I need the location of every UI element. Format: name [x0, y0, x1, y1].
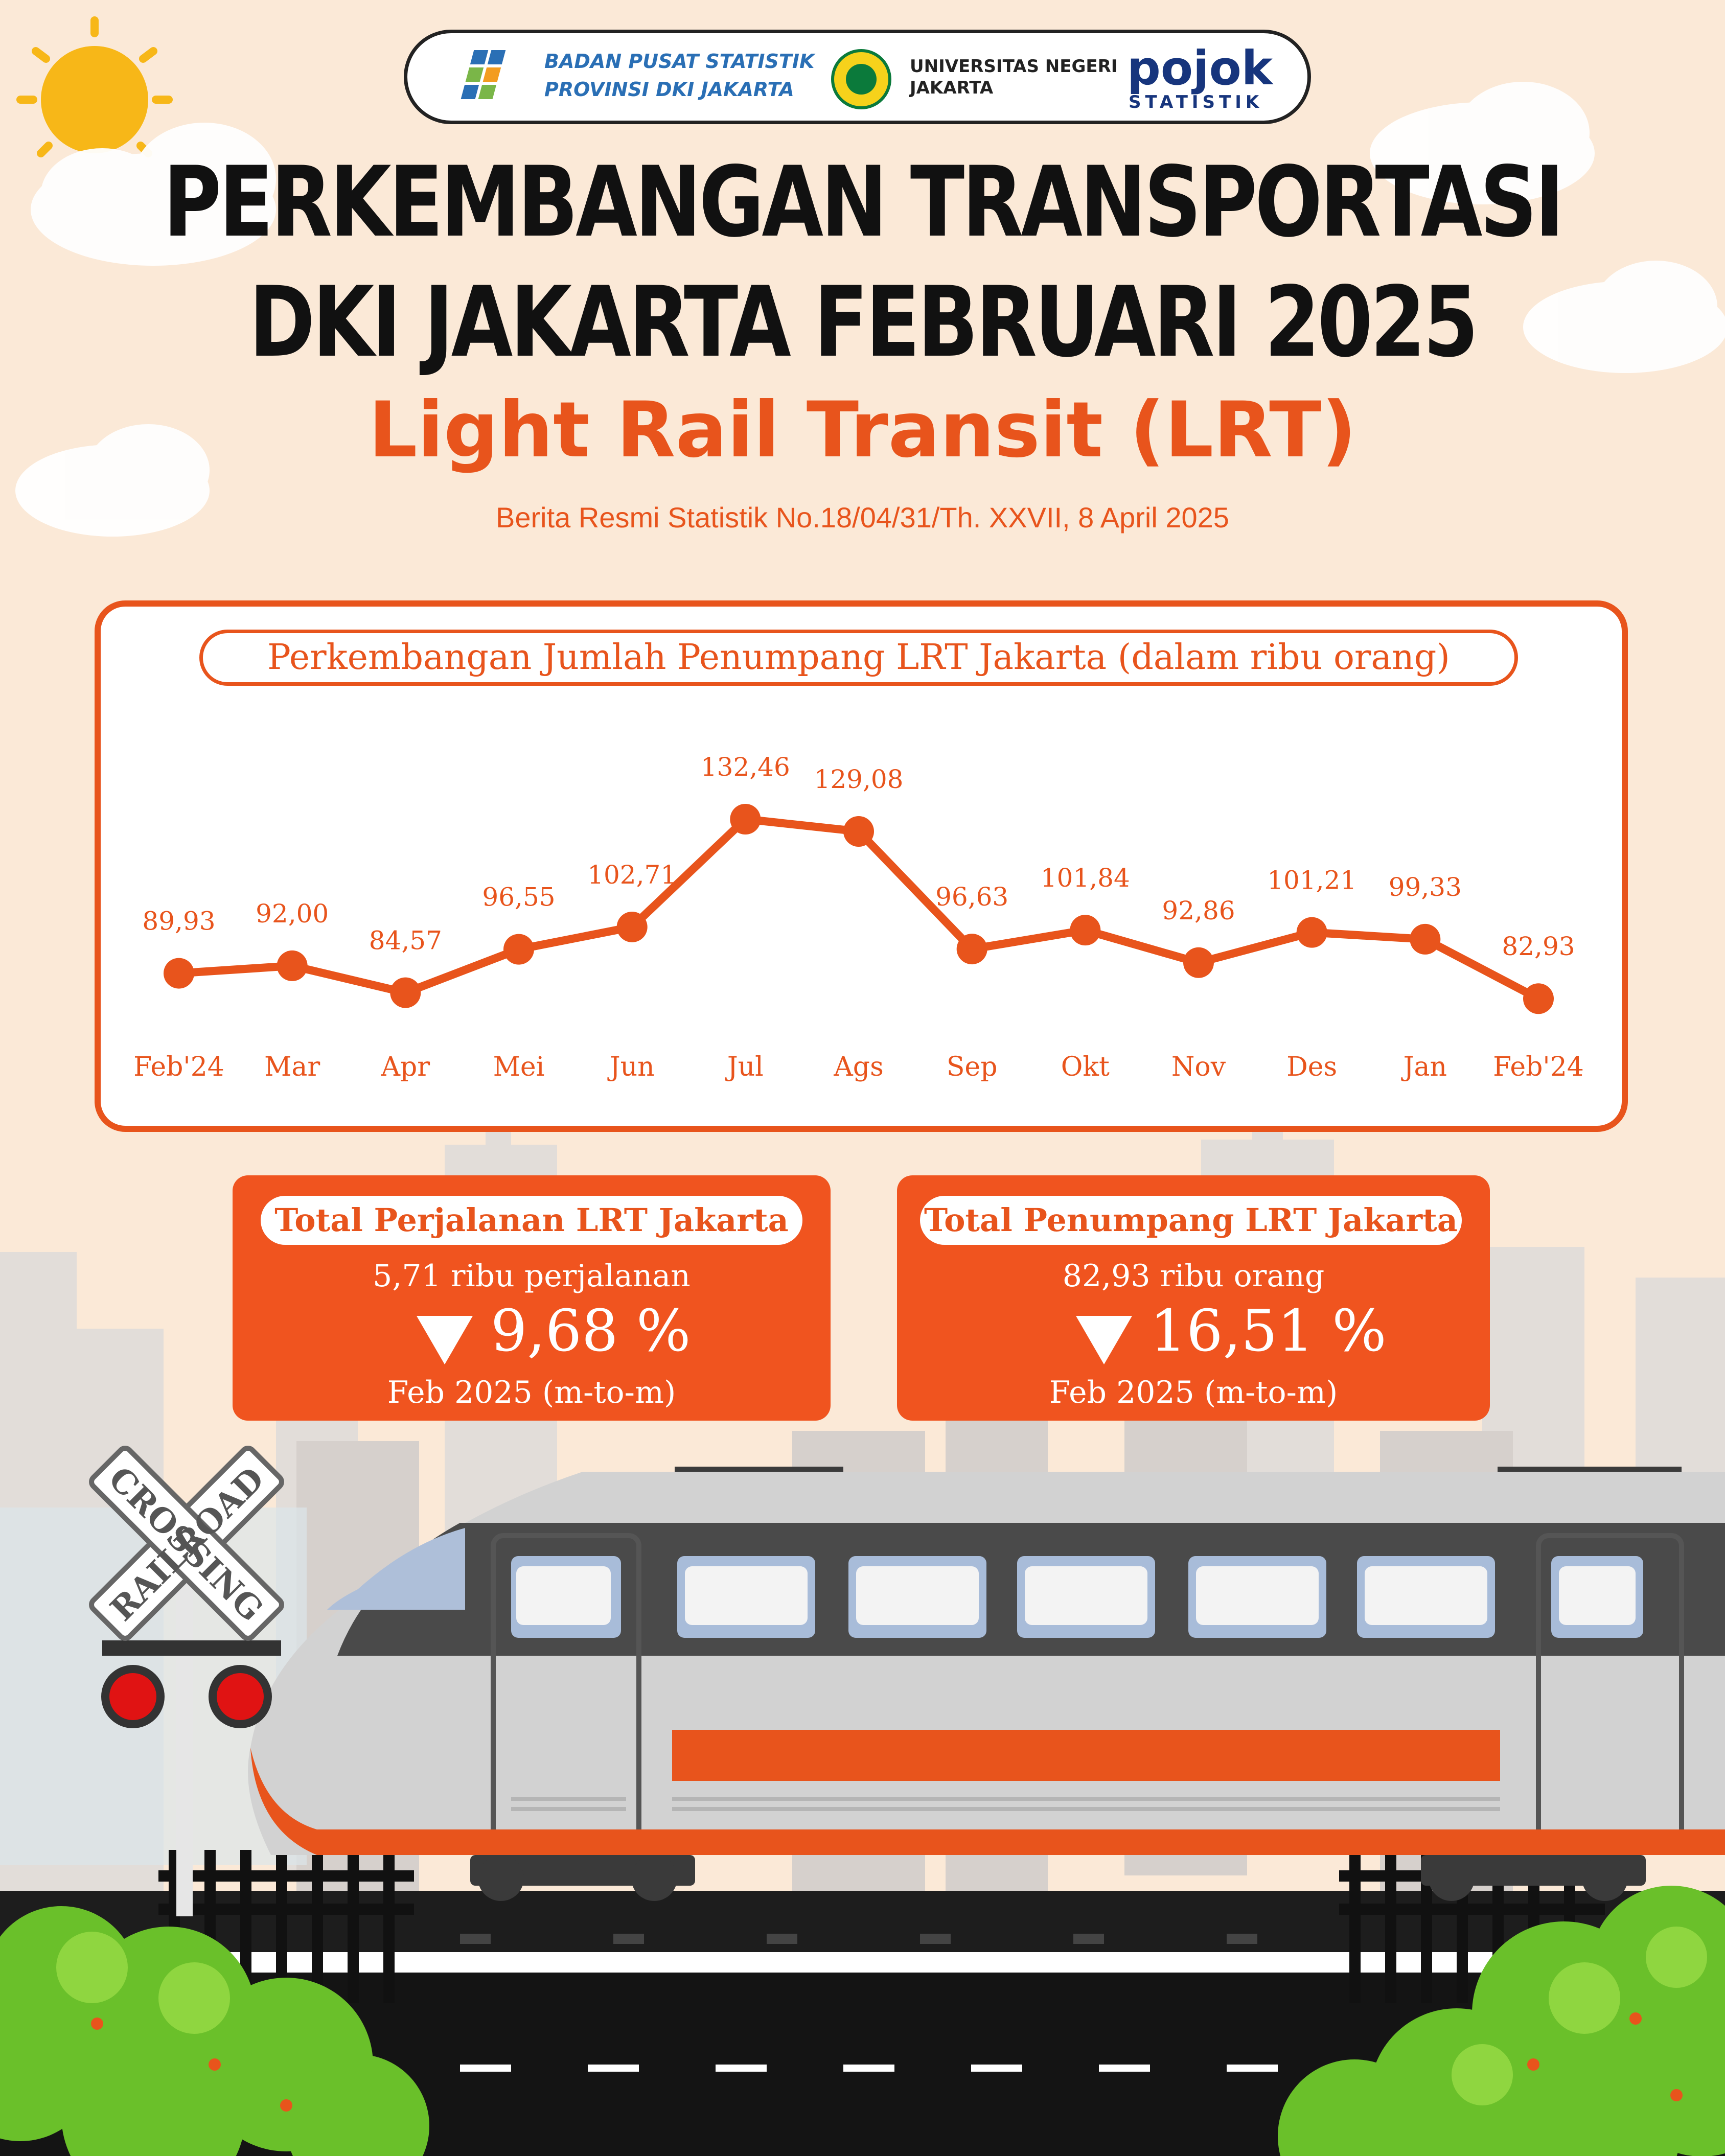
line-chart: 89,93 Feb'24 92,00 Mar 84,57 Apr 96,55 Mei 102,7… — [133, 752, 1584, 1082]
x-tick-label: Jul — [725, 1052, 764, 1082]
unj-logo-icon — [831, 49, 891, 109]
data-point — [730, 804, 761, 835]
bps-name-line2: PROVINSI DKI JAKARTA — [544, 78, 794, 101]
data-label: 99,33 — [1389, 872, 1462, 902]
data-label: 92,86 — [1162, 896, 1235, 925]
page-subtitle: Light Rail Transit (LRT) — [368, 386, 1357, 475]
data-label: 132,46 — [701, 752, 790, 782]
data-label: 82,93 — [1502, 932, 1575, 961]
data-point — [390, 977, 421, 1008]
unj-name-line2: JAKARTA — [910, 78, 994, 98]
bps-name-line1: BADAN PUSAT STATISTIK — [544, 50, 815, 73]
data-point — [616, 911, 648, 942]
stat-card-passengers-value: 82,93 ribu orang — [1062, 1258, 1325, 1294]
down-arrow-icon — [1076, 1316, 1132, 1367]
data-label: 102,71 — [587, 860, 677, 890]
railroad-crossing-sign: RAILROAD CROSSING — [89, 1446, 284, 1916]
source-note: Berita Resmi Statistik No.18/04/31/Th. X… — [496, 501, 1229, 534]
data-point — [1070, 915, 1101, 946]
data-point — [843, 816, 874, 847]
down-arrow-icon — [417, 1316, 473, 1367]
x-tick-label: Okt — [1061, 1052, 1110, 1082]
data-label: 101,21 — [1267, 866, 1356, 895]
x-tick-label: Feb'24 — [1493, 1052, 1584, 1082]
data-label: 84,57 — [369, 926, 442, 956]
stat-card-passengers-period: Feb 2025 (m-to-m) — [1049, 1375, 1338, 1410]
x-tick-label: Apr — [380, 1052, 430, 1082]
data-label: 129,08 — [814, 764, 904, 794]
bps-logo-icon — [461, 50, 506, 99]
stat-card-trips-label: Total Perjalanan LRT Jakarta — [261, 1196, 802, 1245]
data-label: 92,00 — [256, 899, 329, 929]
data-point — [956, 934, 987, 965]
cloud-icon — [15, 82, 1725, 537]
unj-name-line1: UNIVERSITAS NEGERI — [910, 56, 1118, 77]
data-point — [277, 950, 308, 981]
data-point — [1523, 983, 1554, 1014]
stat-card-passengers-label: Total Penumpang LRT Jakarta — [920, 1196, 1462, 1245]
data-point — [503, 934, 534, 965]
data-label: 96,55 — [482, 883, 555, 912]
x-tick-label: Feb'24 — [133, 1052, 224, 1082]
stat-card-trips-period: Feb 2025 (m-to-m) — [387, 1375, 676, 1410]
x-tick-label: Nov — [1171, 1052, 1226, 1082]
sun-icon — [16, 16, 173, 157]
data-label: 96,63 — [935, 882, 1008, 912]
x-tick-label: Mei — [493, 1052, 545, 1082]
x-tick-label: Jan — [1401, 1052, 1447, 1082]
page-title-line1: PERKEMBANGAN TRANSPORTASI — [163, 146, 1564, 259]
data-label: 89,93 — [142, 907, 215, 936]
pojok-logo-text: pojok — [1127, 41, 1273, 96]
x-tick-label: Jun — [607, 1052, 655, 1082]
stat-card-trips-value: 5,71 ribu perjalanan — [373, 1258, 691, 1294]
stat-card-passengers-change: 16,51 % — [1150, 1298, 1387, 1364]
data-label: 101,84 — [1041, 863, 1130, 893]
x-tick-label: Sep — [947, 1052, 998, 1082]
data-point — [1296, 917, 1327, 948]
page-title-line2: DKI JAKARTA FEBRUARI 2025 — [249, 266, 1479, 379]
bush-illustration — [0, 1886, 1725, 2156]
lrt-train-illustration — [248, 1467, 1725, 1901]
data-point — [1410, 923, 1441, 955]
stat-card-trips-change: 9,68 % — [491, 1298, 691, 1364]
chart-panel — [95, 600, 1628, 1132]
pojok-logo-subtext: STATISTIK — [1129, 92, 1263, 112]
x-tick-label: Des — [1286, 1052, 1337, 1082]
data-point — [164, 958, 194, 989]
x-tick-label: Ags — [833, 1052, 884, 1082]
x-tick-label: Mar — [264, 1052, 320, 1082]
data-point — [1183, 947, 1214, 978]
chart-title: Perkembangan Jumlah Penumpang LRT Jakart… — [199, 630, 1518, 686]
